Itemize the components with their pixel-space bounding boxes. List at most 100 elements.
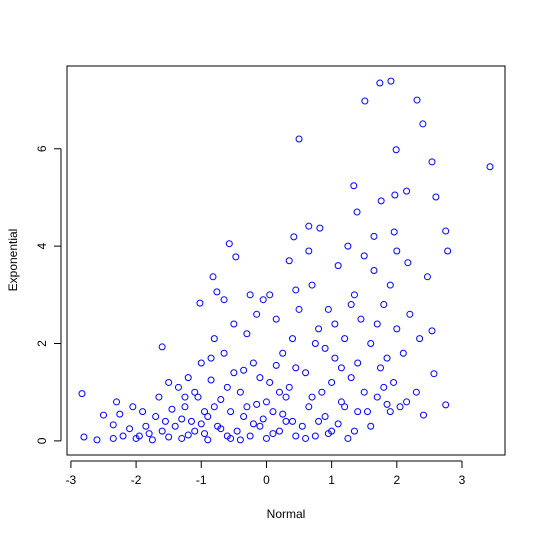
point bbox=[353, 208, 361, 216]
x-tick-label: 0 bbox=[263, 473, 270, 487]
point bbox=[350, 182, 358, 190]
point bbox=[404, 259, 412, 267]
point bbox=[305, 222, 313, 230]
point bbox=[197, 359, 205, 367]
point bbox=[236, 388, 244, 396]
point bbox=[262, 398, 270, 406]
point bbox=[184, 374, 192, 382]
point bbox=[129, 403, 137, 411]
point bbox=[119, 432, 127, 440]
point bbox=[331, 354, 339, 362]
point bbox=[243, 403, 251, 411]
point bbox=[227, 408, 235, 416]
point bbox=[220, 349, 228, 357]
point bbox=[341, 403, 349, 411]
point bbox=[197, 420, 205, 428]
point bbox=[428, 327, 436, 335]
point bbox=[113, 398, 121, 406]
point bbox=[292, 432, 300, 440]
point bbox=[201, 408, 209, 416]
point bbox=[259, 415, 267, 423]
point bbox=[386, 281, 394, 289]
point bbox=[249, 420, 257, 428]
point bbox=[354, 408, 362, 416]
point bbox=[347, 374, 355, 382]
point bbox=[393, 325, 401, 333]
plot-box bbox=[66, 65, 506, 456]
point bbox=[399, 349, 407, 357]
point bbox=[344, 242, 352, 250]
x-tick-label: -3 bbox=[66, 473, 77, 487]
point bbox=[210, 403, 218, 411]
point bbox=[328, 378, 336, 386]
point bbox=[262, 434, 270, 442]
point bbox=[432, 193, 440, 201]
point bbox=[282, 417, 290, 425]
point bbox=[275, 427, 283, 435]
point bbox=[350, 427, 358, 435]
point bbox=[290, 233, 298, 241]
point bbox=[209, 273, 217, 281]
x-tick-label: -2 bbox=[131, 473, 142, 487]
point bbox=[292, 364, 300, 372]
point bbox=[249, 359, 257, 367]
point bbox=[295, 305, 303, 313]
point bbox=[412, 388, 420, 396]
point bbox=[184, 431, 192, 439]
point bbox=[168, 405, 176, 413]
point bbox=[380, 301, 388, 309]
point bbox=[341, 335, 349, 343]
point bbox=[109, 421, 117, 429]
x-tick-label: 2 bbox=[393, 473, 400, 487]
point bbox=[253, 400, 261, 408]
point bbox=[217, 425, 225, 433]
point bbox=[370, 266, 378, 274]
point bbox=[155, 393, 163, 401]
point bbox=[194, 393, 202, 401]
point bbox=[232, 253, 240, 261]
point bbox=[363, 408, 371, 416]
point bbox=[305, 403, 313, 411]
point bbox=[295, 135, 303, 143]
point bbox=[285, 383, 293, 391]
point bbox=[305, 247, 313, 255]
point bbox=[178, 415, 186, 423]
point bbox=[302, 369, 310, 377]
point bbox=[360, 388, 368, 396]
point bbox=[148, 436, 156, 444]
x-tick-label: -1 bbox=[196, 473, 207, 487]
point bbox=[419, 120, 427, 128]
point bbox=[269, 430, 277, 438]
point bbox=[390, 378, 398, 386]
point bbox=[354, 359, 362, 367]
point bbox=[416, 335, 424, 343]
point bbox=[233, 427, 241, 435]
point bbox=[315, 417, 323, 425]
point bbox=[403, 398, 411, 406]
point bbox=[126, 425, 134, 433]
point bbox=[337, 364, 345, 372]
point bbox=[196, 299, 204, 307]
point bbox=[269, 408, 277, 416]
point bbox=[253, 310, 261, 318]
point bbox=[158, 427, 166, 435]
y-tick-label: 6 bbox=[35, 145, 49, 152]
point bbox=[383, 400, 391, 408]
point bbox=[256, 374, 264, 382]
point bbox=[246, 432, 254, 440]
point bbox=[393, 247, 401, 255]
point bbox=[361, 97, 369, 105]
point bbox=[158, 343, 166, 351]
point bbox=[204, 436, 212, 444]
point bbox=[392, 146, 400, 154]
point bbox=[152, 413, 160, 421]
y-tick-label: 4 bbox=[35, 242, 49, 249]
point bbox=[259, 296, 267, 304]
x-axis-label: Normal bbox=[267, 507, 306, 521]
point bbox=[334, 262, 342, 270]
point bbox=[367, 340, 375, 348]
point bbox=[145, 430, 153, 438]
point bbox=[100, 411, 107, 419]
point bbox=[292, 286, 300, 294]
